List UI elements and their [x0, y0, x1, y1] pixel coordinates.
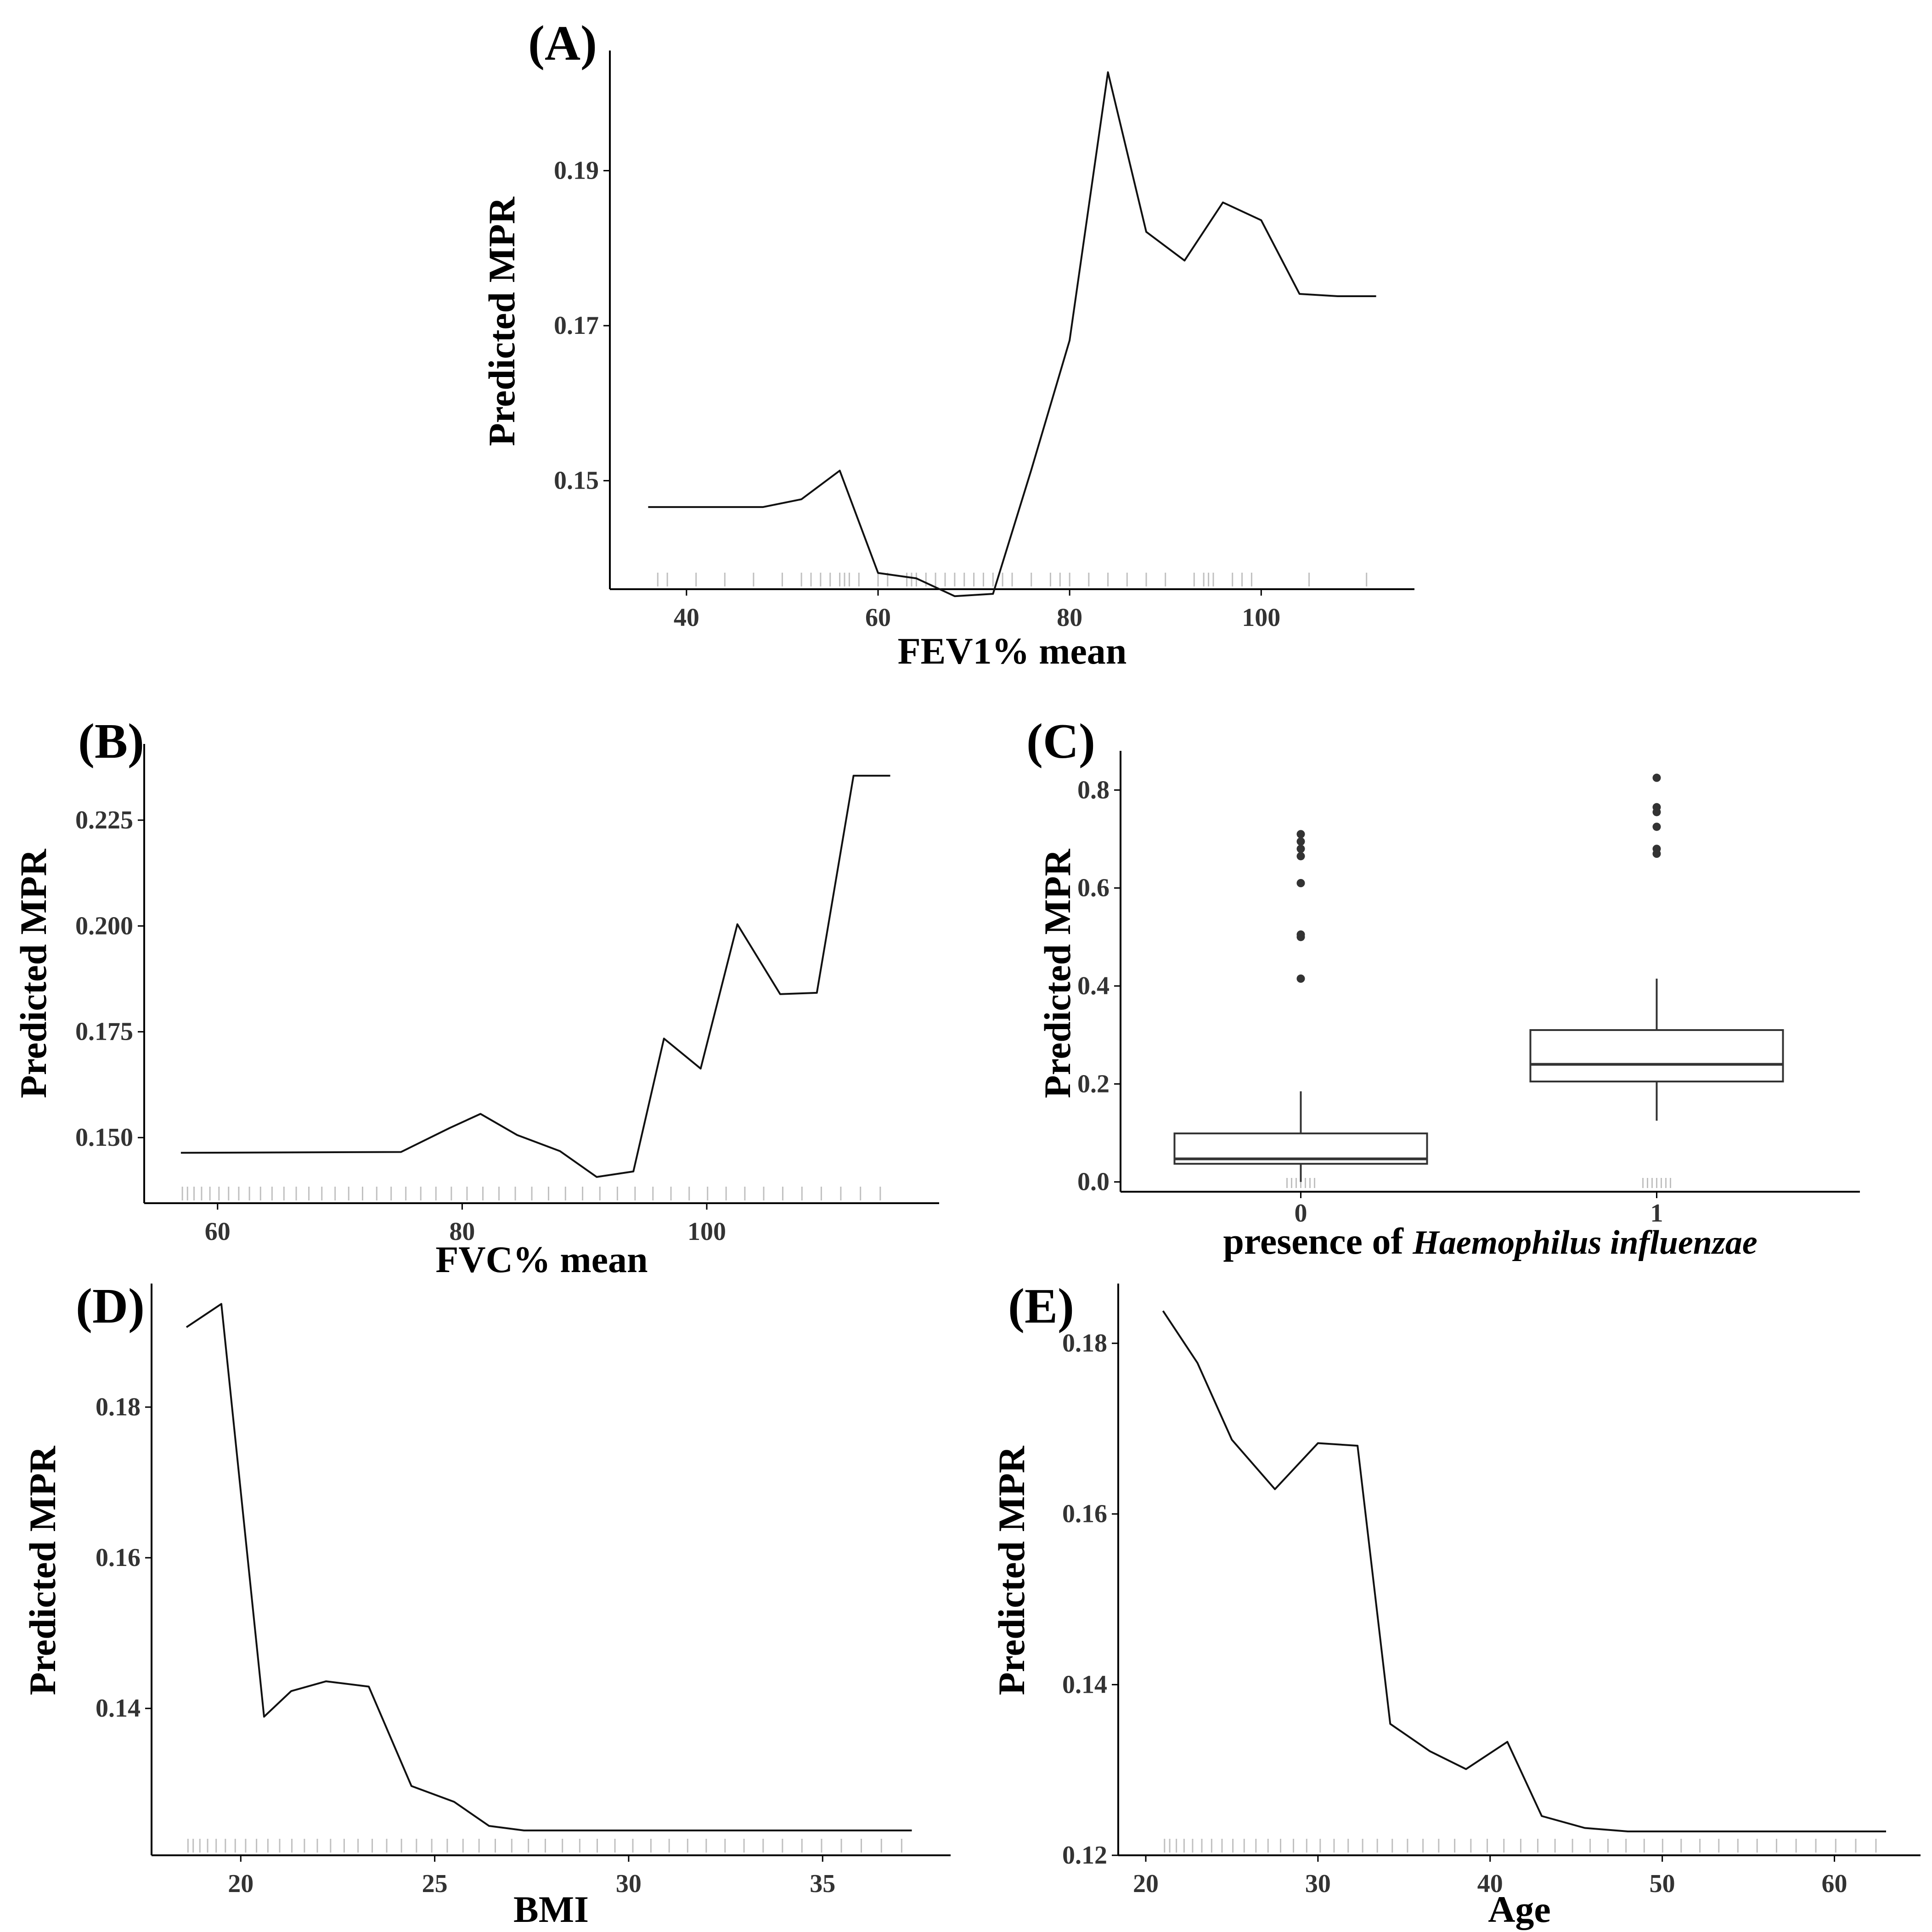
- panel-a-fev1: 0.15 0.17 0.19 40 60 80 100 FEV1% mean Predicted…: [481, 16, 1414, 672]
- y-tick-label: 0.2: [1077, 1070, 1110, 1098]
- x-tick-label: 60: [865, 603, 891, 632]
- x-tick-label: 35: [810, 1870, 835, 1898]
- series-line: [180, 775, 890, 1178]
- x-tick-label: 1: [1650, 1199, 1663, 1228]
- box-iqr: [1529, 1029, 1784, 1082]
- x-tick-label: 100: [687, 1217, 726, 1246]
- x-axis-title-species: Haemophilus influenzae: [1412, 1224, 1757, 1262]
- panel-label: (E): [1008, 1279, 1074, 1334]
- outlier-point: [1652, 845, 1661, 853]
- y-axis-title: Predicted MPR: [991, 1446, 1032, 1695]
- outlier-point: [1652, 773, 1661, 782]
- panel-label: (C): [1026, 714, 1095, 769]
- x-axis-title: FEV1% mean: [898, 630, 1127, 672]
- y-tick-label: 0.14: [1062, 1670, 1107, 1699]
- y-axis-title: Predicted MPR: [22, 1446, 63, 1695]
- y-tick-label: 0.18: [96, 1393, 141, 1421]
- x-axis-title: Age: [1488, 1888, 1551, 1930]
- y-tick-label: 0.8: [1077, 776, 1110, 804]
- x-tick-label: 40: [1477, 1870, 1503, 1898]
- outlier-point: [1652, 803, 1661, 811]
- outlier-point: [1296, 974, 1305, 983]
- x-axis-title: BMI: [513, 1888, 589, 1930]
- x-tick-label: 30: [616, 1870, 642, 1898]
- x-axis-title-prefix: presence of: [1223, 1220, 1413, 1262]
- y-tick-label: 0.12: [1062, 1841, 1107, 1870]
- x-tick-label: 40: [674, 603, 699, 632]
- y-tick-label: 0.15: [554, 467, 599, 495]
- outlier-point: [1296, 845, 1305, 853]
- y-tick-label: 0.14: [96, 1694, 141, 1723]
- x-tick-label: 20: [228, 1870, 253, 1898]
- y-tick-label: 0.0: [1077, 1168, 1110, 1196]
- outlier-point: [1296, 830, 1305, 839]
- y-tick-label: 0.6: [1077, 874, 1110, 902]
- y-tick-label: 0.175: [75, 1018, 133, 1046]
- x-tick-label: 50: [1650, 1870, 1675, 1898]
- x-tick-label: 60: [205, 1217, 231, 1246]
- panel-label: (A): [528, 16, 597, 71]
- y-tick-label: 0.16: [96, 1543, 141, 1572]
- series-line: [1162, 1310, 1886, 1832]
- y-tick-label: 0.18: [1062, 1329, 1107, 1357]
- x-tick-label: 60: [1822, 1870, 1848, 1898]
- x-tick-label: 20: [1133, 1870, 1159, 1898]
- series-line: [648, 71, 1376, 597]
- y-tick-label: 0.225: [75, 806, 133, 834]
- y-tick-label: 0.150: [75, 1123, 133, 1152]
- panel-label: (B): [78, 714, 144, 769]
- panel-label: (D): [76, 1279, 145, 1334]
- x-tick-label: 0: [1295, 1199, 1307, 1228]
- y-tick-label: 0.19: [554, 157, 599, 185]
- x-tick-label: 100: [1242, 603, 1280, 632]
- outlier-point: [1296, 852, 1305, 861]
- y-axis-title: Predicted MPR: [1036, 849, 1078, 1098]
- x-tick-label: 25: [422, 1870, 448, 1898]
- y-tick-label: 0.17: [554, 311, 599, 340]
- panel-b-fvc: 0.150 0.175 0.200 0.225 60 80 100 FVC% mean Pred…: [12, 714, 939, 1280]
- x-tick-label: 30: [1305, 1870, 1331, 1898]
- x-axis-title: presence of Haemophilus influenzae: [1223, 1220, 1757, 1262]
- y-tick-label: 0.200: [75, 912, 133, 940]
- series-line: [186, 1303, 912, 1831]
- x-axis-title: FVC% mean: [435, 1239, 648, 1280]
- outlier-point: [1296, 879, 1305, 887]
- y-tick-label: 0.4: [1077, 972, 1110, 1000]
- panel-e-age: 0.12 0.14 0.16 0.18 20 30 40 50 60 Age Predicted M…: [991, 1279, 1921, 1930]
- x-tick-label: 80: [449, 1217, 475, 1246]
- y-axis-title: Predicted MPR: [481, 197, 523, 446]
- outlier-point: [1296, 837, 1305, 846]
- y-tick-label: 0.16: [1062, 1500, 1107, 1528]
- outlier-point: [1652, 822, 1661, 831]
- outlier-point: [1296, 930, 1305, 939]
- y-axis-title: Predicted MPR: [12, 849, 54, 1098]
- x-tick-label: 80: [1057, 603, 1082, 632]
- panel-d-bmi: 0.14 0.16 0.18 20 25 30 35 BMI Predicted MPR (D): [22, 1279, 951, 1930]
